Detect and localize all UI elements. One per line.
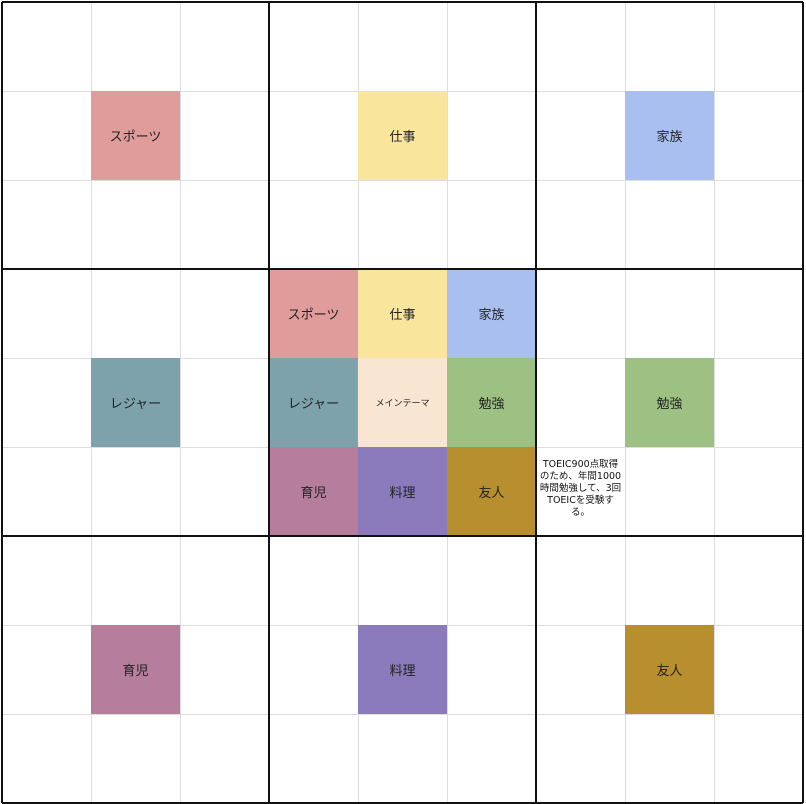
theme-cell: スポーツ [91,91,180,180]
block-line [2,802,803,804]
theme-cell: 料理 [358,625,447,714]
theme-cell: レジャー [91,358,180,447]
main-theme-cell: メインテーマ [358,358,447,447]
theme-cell: 勉強 [625,358,714,447]
theme-cell: 育児 [269,447,358,536]
theme-cell: 仕事 [358,269,447,358]
goal-note: TOEIC900点取得のため、年間1000時間勉強して、3回TOEICを受験する… [539,459,622,518]
theme-cell: 仕事 [358,91,447,180]
block-line [802,2,804,803]
theme-cell: レジャー [269,358,358,447]
block-line [2,535,803,537]
theme-cell: 家族 [447,269,536,358]
block-line [268,2,270,803]
grid-line [180,2,181,803]
theme-cell: 料理 [358,447,447,536]
grid-line [2,180,803,181]
theme-cell: スポーツ [269,269,358,358]
block-line [2,268,803,270]
grid-line [714,2,715,803]
theme-cell: 友人 [447,447,536,536]
theme-cell: 育児 [91,625,180,714]
theme-cell: 家族 [625,91,714,180]
block-line [1,2,3,803]
theme-cell: 勉強 [447,358,536,447]
block-line [535,2,537,803]
theme-cell: 友人 [625,625,714,714]
grid-line [2,714,803,715]
block-line [2,1,803,3]
